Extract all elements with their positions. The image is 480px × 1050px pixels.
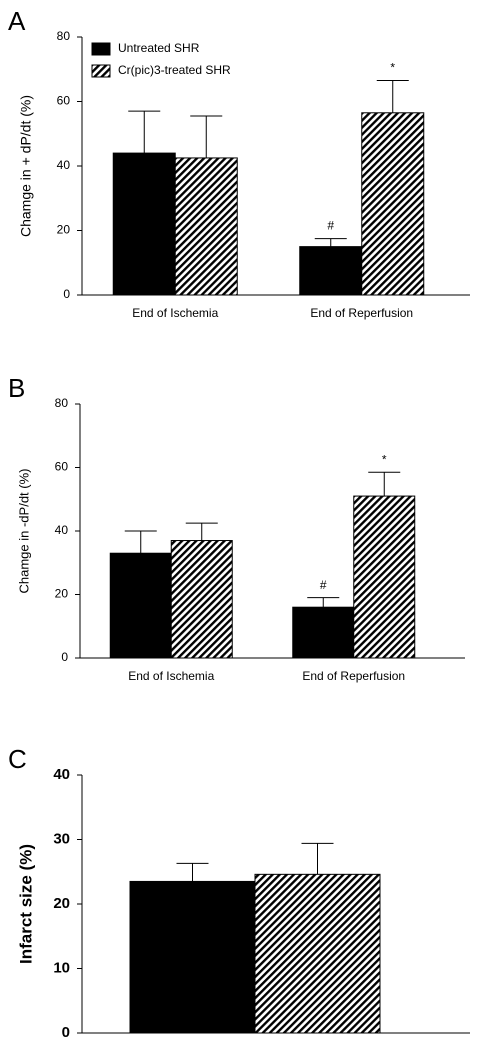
- y-axis-label: Infarct size (%): [16, 844, 35, 964]
- y-axis-label: Chamge in -dP/dt (%): [16, 469, 31, 594]
- y-tick-label: 80: [57, 29, 71, 43]
- bar: [254, 873, 381, 1034]
- annotation: #: [327, 219, 334, 233]
- y-tick-label: 40: [53, 766, 70, 783]
- bar: [174, 157, 238, 296]
- bar: [353, 495, 416, 659]
- y-tick-label: 0: [62, 1024, 70, 1041]
- y-tick-label: 20: [57, 223, 71, 237]
- y-tick-label: 20: [53, 895, 70, 912]
- bar: [112, 152, 176, 296]
- bar: [292, 606, 355, 659]
- bar: [109, 552, 172, 659]
- y-tick-label: 10: [53, 959, 70, 976]
- y-tick-label: 40: [55, 523, 69, 537]
- y-tick-label: 40: [57, 158, 71, 172]
- y-axis-label: Chamge in + dP/dt (%): [18, 95, 34, 237]
- x-tick-label: End of Reperfusion: [302, 669, 405, 683]
- y-tick-label: 30: [53, 830, 70, 847]
- bar: [299, 246, 363, 296]
- legend-swatch: [91, 42, 111, 56]
- legend-swatch: [91, 64, 111, 78]
- y-tick-label: 20: [55, 587, 69, 601]
- y-tick-label: 0: [63, 287, 70, 301]
- x-tick-label: End of Ischemia: [128, 669, 214, 683]
- panel-label: B: [8, 373, 25, 403]
- bar: [129, 880, 256, 1034]
- annotation: *: [390, 61, 395, 75]
- legend-label: Cr(pic)3-treated SHR: [118, 63, 231, 77]
- x-tick-label: End of Ischemia: [132, 306, 218, 320]
- y-tick-label: 0: [61, 650, 68, 664]
- bar: [170, 540, 233, 659]
- annotation: #: [320, 578, 327, 592]
- panel-label: A: [8, 6, 26, 36]
- annotation: *: [382, 452, 387, 466]
- x-tick-label: End of Reperfusion: [310, 306, 413, 320]
- y-tick-label: 60: [57, 94, 71, 108]
- y-tick-label: 60: [55, 460, 69, 474]
- bar: [361, 112, 425, 296]
- panel-label: C: [8, 744, 27, 774]
- y-tick-label: 80: [55, 396, 69, 410]
- legend-label: Untreated SHR: [118, 41, 200, 55]
